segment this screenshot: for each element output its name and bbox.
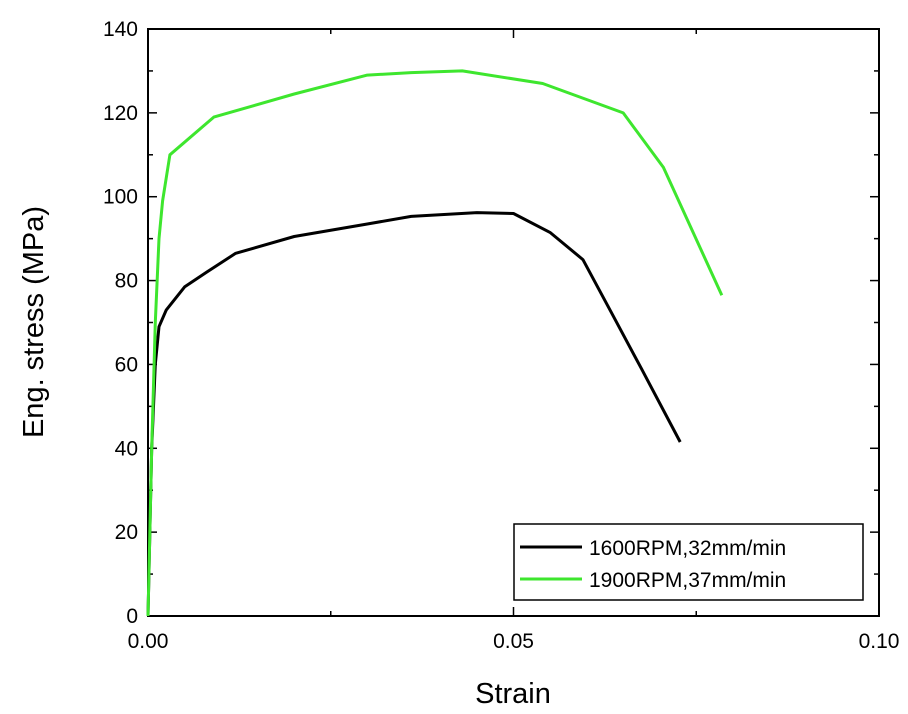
axis-tick-labels: 0.00 0.05 0.10 0 20 40 60 80 100 120 140 [103,18,899,653]
y-tick-label: 60 [115,353,138,376]
y-tick-label: 80 [115,270,138,293]
legend-label-1: 1600RPM,32mm/min [589,537,786,560]
y-tick-label: 0 [126,605,138,628]
x-tick-label: 0.05 [493,630,534,653]
y-tick-label: 140 [103,18,138,41]
y-tick-label: 40 [115,437,138,460]
x-axis-title: Strain [475,678,551,709]
legend: 1600RPM,32mm/min 1900RPM,37mm/min [513,523,864,601]
x-tick-label: 0.10 [859,630,900,653]
series-line-2 [146,69,724,617]
y-axis-title: Eng. stress (MPa) [18,206,50,438]
series-line-1 [146,211,682,617]
x-tick-label: 0.00 [128,630,169,653]
legend-label-2: 1900RPM,37mm/min [589,569,786,592]
axis-ticks [147,28,880,617]
y-tick-label: 20 [115,521,138,544]
series-lines [146,69,724,617]
legend-box [513,523,864,601]
y-tick-label: 100 [103,186,138,209]
y-tick-label: 120 [103,102,138,125]
